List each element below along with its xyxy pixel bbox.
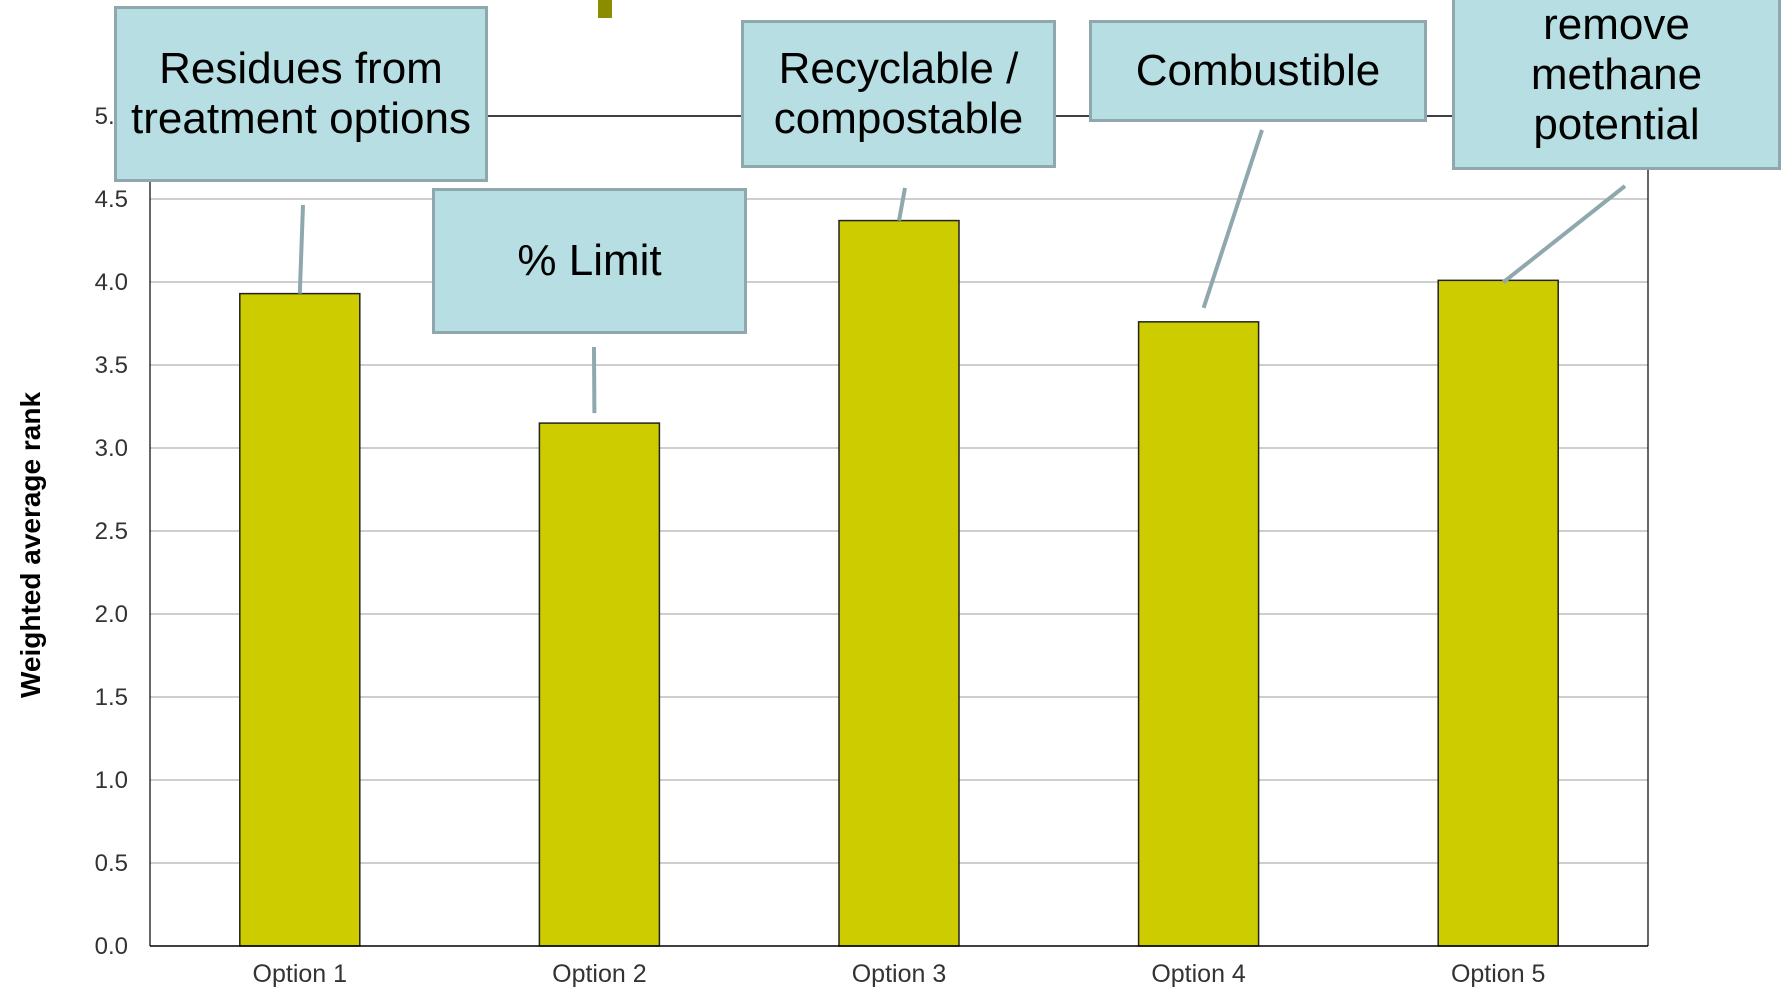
callout-combustible: Combustible bbox=[1089, 20, 1427, 122]
y-tick-label-8: 4.0 bbox=[95, 269, 128, 296]
bar-4 bbox=[1139, 322, 1259, 946]
y-tick-label-5: 2.5 bbox=[95, 518, 128, 545]
x-tick-label-4: Option 4 bbox=[1151, 960, 1246, 988]
callout-percent-limit: % Limit bbox=[432, 188, 747, 334]
callout-leader-3 bbox=[899, 188, 905, 221]
y-tick-label-9: 4.5 bbox=[95, 186, 128, 213]
bar-5 bbox=[1438, 280, 1558, 946]
bar-1 bbox=[240, 294, 360, 946]
y-tick-label-4: 2.0 bbox=[95, 601, 128, 628]
bar-2 bbox=[539, 423, 659, 946]
callout-leader-4 bbox=[1204, 130, 1262, 308]
x-tick-label-3: Option 3 bbox=[852, 960, 947, 988]
callout-leader-1 bbox=[300, 205, 303, 294]
y-tick-label-3: 1.5 bbox=[95, 684, 128, 711]
title-accent-mark bbox=[598, 0, 612, 18]
y-tick-label-6: 3.0 bbox=[95, 435, 128, 462]
y-tick-label-0: 0.0 bbox=[95, 933, 128, 960]
callout-recyclable: Recyclable / compostable bbox=[741, 20, 1056, 168]
callout-residues: Residues from treatment options bbox=[114, 6, 488, 182]
x-tick-label-5: Option 5 bbox=[1451, 960, 1546, 988]
y-axis-label: Weighted average rank bbox=[15, 392, 46, 698]
x-tick-label-2: Option 2 bbox=[552, 960, 647, 988]
y-tick-label-1: 0.5 bbox=[95, 850, 128, 877]
x-tick-label-1: Option 1 bbox=[253, 960, 348, 988]
y-tick-label-7: 3.5 bbox=[95, 352, 128, 379]
callout-methane: remove methane potential bbox=[1452, 0, 1781, 170]
y-tick-label-2: 1.0 bbox=[95, 767, 128, 794]
bar-3 bbox=[839, 221, 959, 946]
callout-leader-5 bbox=[1503, 186, 1625, 282]
